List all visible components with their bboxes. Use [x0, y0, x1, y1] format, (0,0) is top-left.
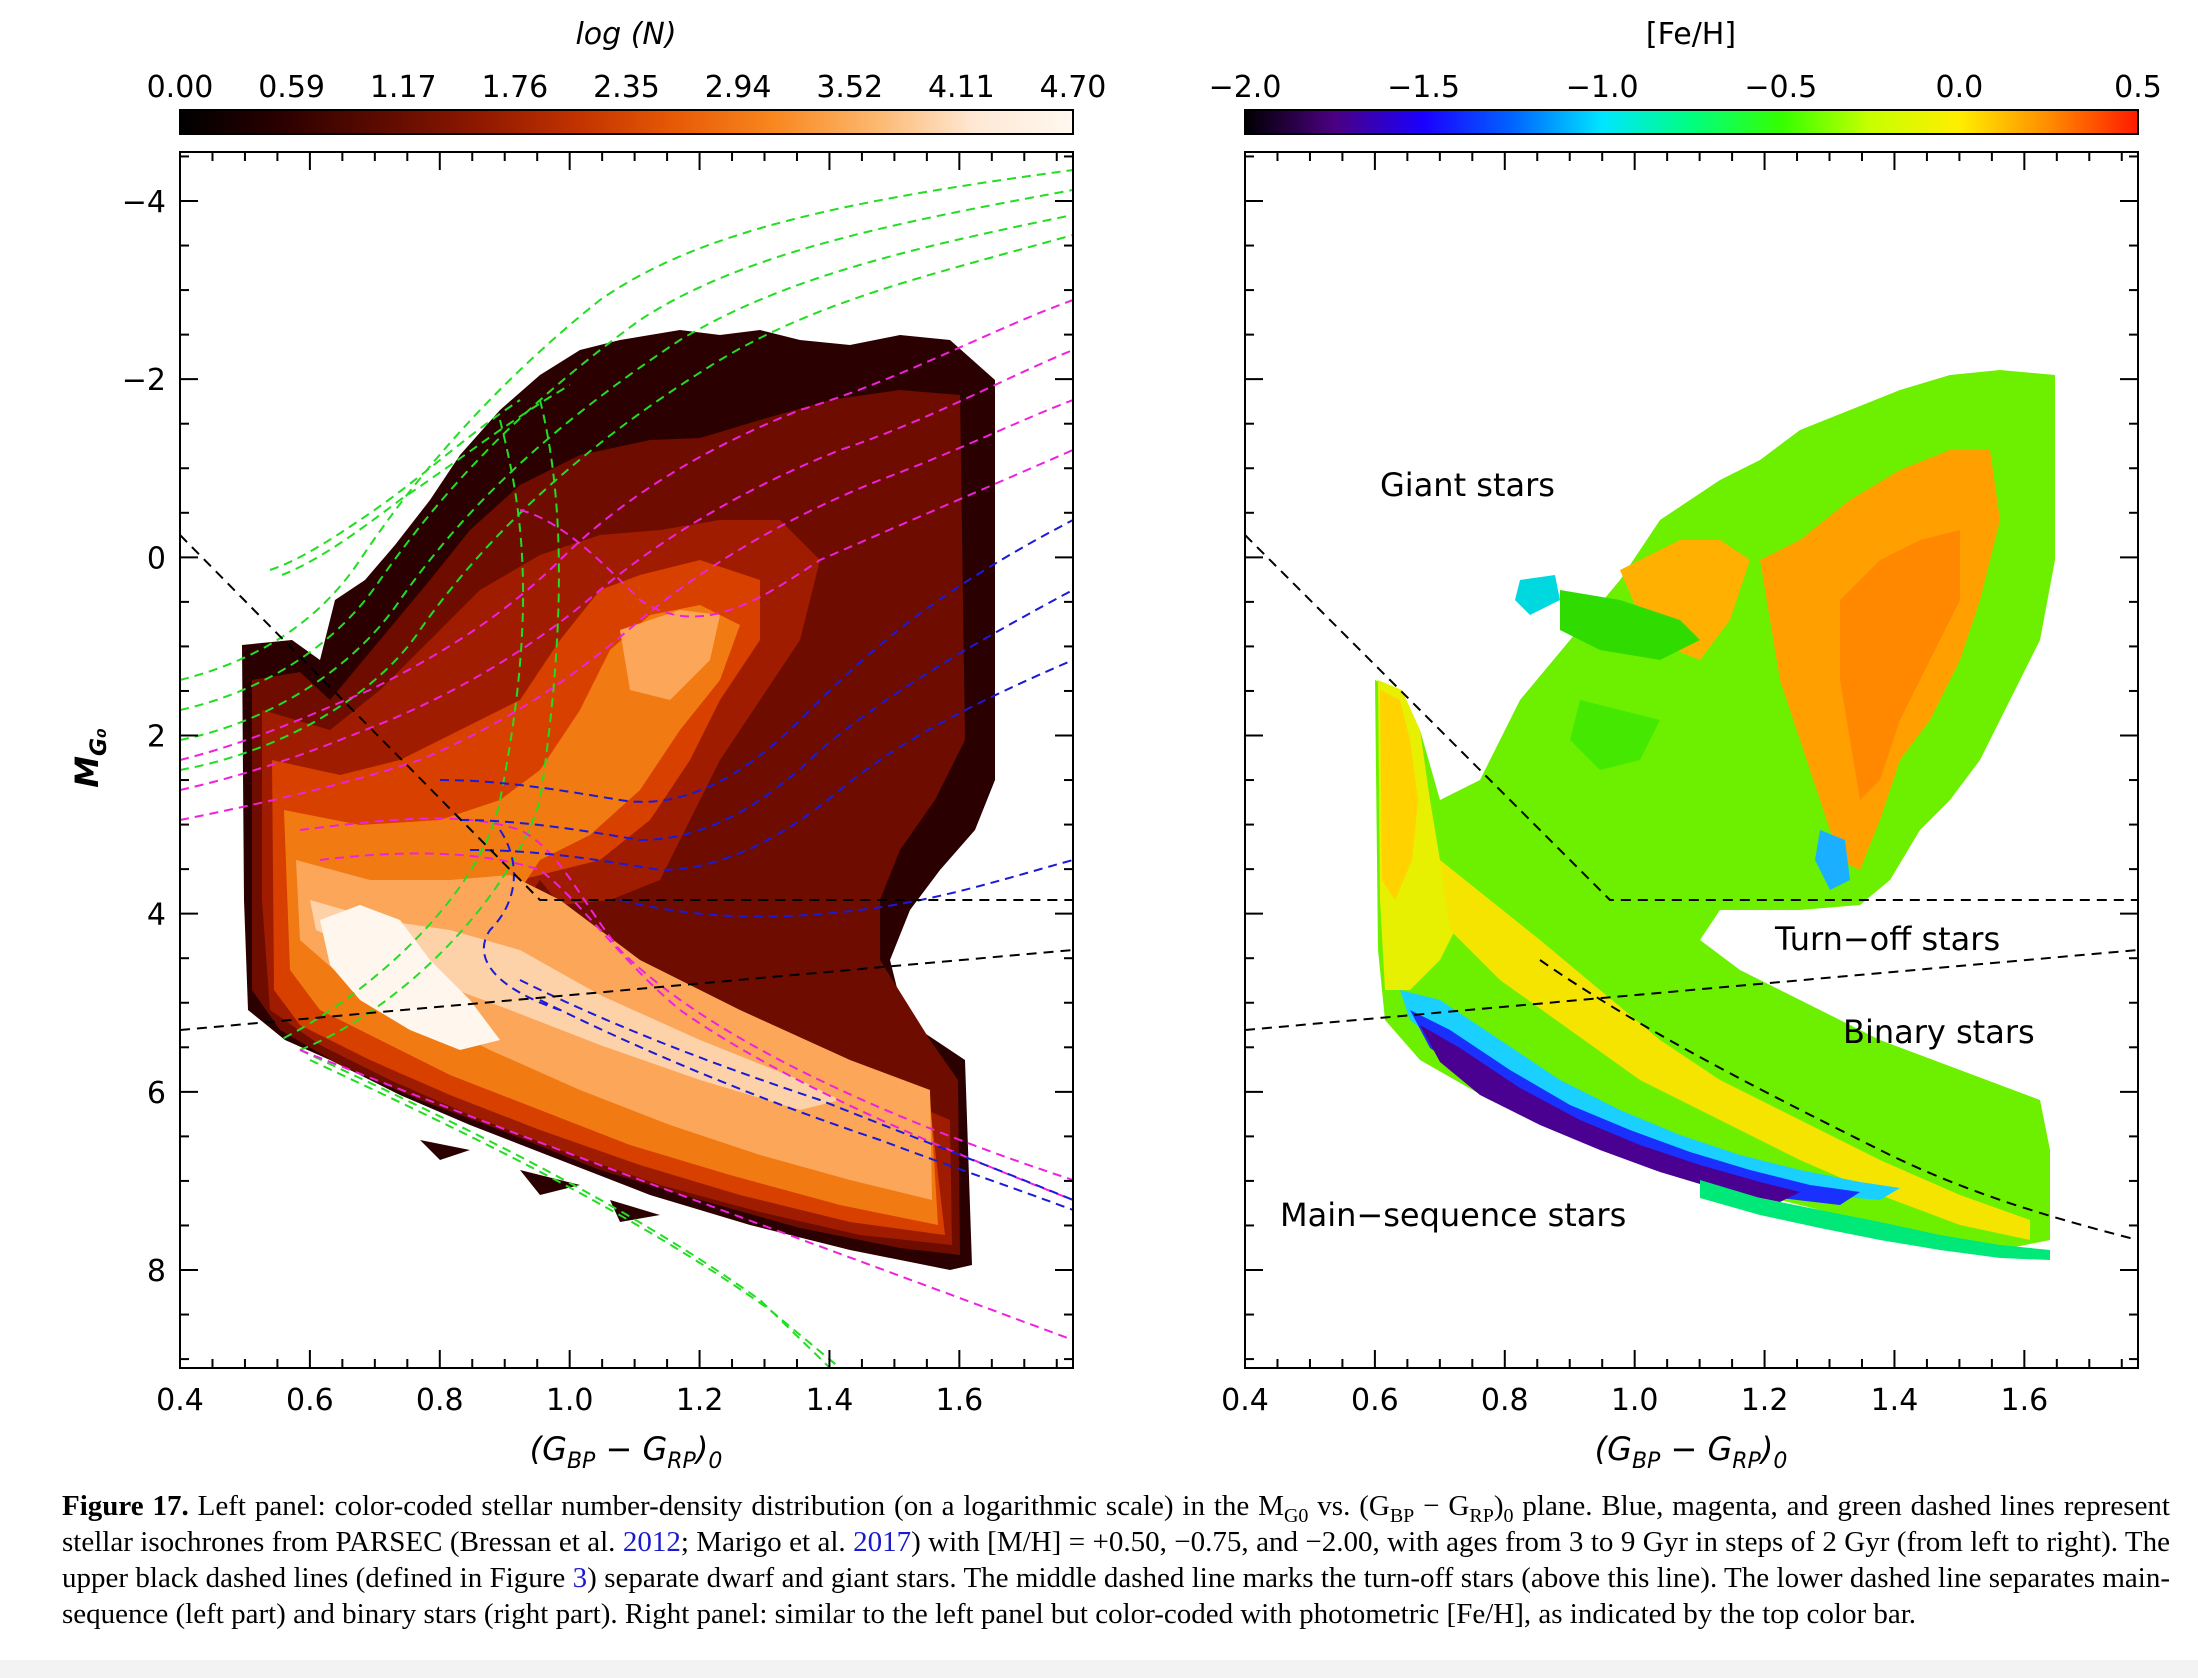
left-plot-frame: [179, 151, 1074, 1369]
left-y-axis-label: MG₀: [68, 728, 112, 788]
left-y-tick-label: 4: [147, 898, 166, 933]
left-x-axis-label: (GBP − GRP)0: [530, 1430, 723, 1470]
left-density-map: [242, 330, 995, 1270]
right-colorbar: [1244, 109, 2139, 135]
left-colorbar-tick-label: 1.17: [370, 70, 437, 105]
giant-stars-label: Giant stars: [1380, 466, 1555, 504]
left-x-tick-label: 0.8: [416, 1383, 464, 1418]
left-colorbar-tick-label: 0.00: [147, 70, 214, 105]
left-axis-ticks: [179, 152, 1073, 1368]
caption-text: vs. (G: [1308, 1490, 1390, 1522]
right-axis-ticks: [1244, 152, 2138, 1368]
figure-3-link[interactable]: 3: [572, 1562, 588, 1594]
caption-text: − G: [1414, 1490, 1470, 1522]
caption-sub: 0: [1503, 1504, 1514, 1527]
left-colorbar-tick-label: 1.76: [481, 70, 548, 105]
citation-link-marigo-2017[interactable]: 2017: [853, 1526, 912, 1558]
left-colorbar-tick-label: 2.94: [705, 70, 772, 105]
left-colorbar-tick-label: 4.11: [928, 70, 995, 105]
left-colorbar-tick-label: 4.70: [1040, 70, 1107, 105]
left-colorbar: [179, 109, 1074, 135]
right-colorbar-tick-labels: −2.0 −1.5 −1.0 −0.5 0.0 0.5: [1209, 70, 2162, 105]
right-colorbar-tick-label: 0.5: [2114, 70, 2162, 105]
caption-sub: G0: [1283, 1504, 1309, 1527]
figure-17: log (N) 0.00 0.59 1.17 1.76 2.35 2.94 3.52 4.11…: [68, 17, 2162, 1470]
left-y-tick-label: 2: [147, 720, 166, 755]
right-x-tick-label: 1.0: [1611, 1383, 1659, 1418]
right-colorbar-tick-label: 0.0: [1936, 70, 1984, 105]
caption-text: ) with [M/H] = +0.50, −0.75, and −2.00, …: [62, 1526, 2170, 1594]
right-colorbar-title: [Fe/H]: [1646, 17, 1736, 52]
citation-link-bressan-2012[interactable]: 2012: [622, 1526, 681, 1558]
left-y-tick-label: 6: [147, 1076, 166, 1111]
right-colorbar-tick-label: −2.0: [1209, 70, 1282, 105]
right-plot-frame: [1244, 151, 2139, 1369]
left-y-tick-label: −4: [122, 185, 166, 220]
main-sequence-stars-label: Main−sequence stars: [1280, 1196, 1626, 1234]
left-colorbar-title: log (N): [575, 17, 676, 52]
right-metallicity-map: [1375, 370, 2055, 1260]
turnoff-stars-label: Turn−off stars: [1774, 920, 2000, 958]
left-colorbar-tick-label: 2.35: [593, 70, 660, 105]
right-x-axis-label: (GBP − GRP)0: [1595, 1430, 1788, 1470]
left-panel: log (N) 0.00 0.59 1.17 1.76 2.35 2.94 3.52 4.11…: [68, 17, 1106, 1470]
left-x-tick-label: 0.6: [286, 1383, 334, 1418]
left-separator-lines: [180, 534, 1073, 1031]
left-isochrones: [180, 169, 1073, 1368]
caption-text: ): [1493, 1490, 1504, 1522]
caption-text: ; Marigo et al.: [680, 1526, 854, 1558]
right-colorbar-tick-label: −0.5: [1744, 70, 1817, 105]
left-x-tick-label: 1.0: [546, 1383, 594, 1418]
left-x-tick-label: 0.4: [156, 1383, 204, 1418]
left-y-tick-label: −2: [122, 363, 166, 398]
left-colorbar-tick-labels: 0.00 0.59 1.17 1.76 2.35 2.94 3.52 4.11 4.70: [147, 70, 1107, 105]
right-colorbar-tick-label: −1.0: [1566, 70, 1639, 105]
left-y-tick-label: 0: [147, 541, 166, 576]
right-x-tick-label: 1.6: [2000, 1383, 2048, 1418]
right-x-tick-label: 1.4: [1871, 1383, 1919, 1418]
left-x-tick-label: 1.2: [676, 1383, 724, 1418]
right-x-tick-label: 1.2: [1741, 1383, 1789, 1418]
caption-sub: BP: [1389, 1504, 1415, 1527]
caption-text: plane. Blue, magenta, and green dashed l…: [62, 1490, 2170, 1558]
right-colorbar-tick-label: −1.5: [1387, 70, 1460, 105]
left-y-tick-label: 8: [147, 1254, 166, 1289]
binary-stars-label: Binary stars: [1843, 1013, 2035, 1051]
right-x-tick-label: 0.6: [1351, 1383, 1399, 1418]
page-footer-strip: [0, 1660, 2198, 1678]
right-panel: [Fe/H] −2.0 −1.5 −1.0 −0.5 0.0 0.5: [1209, 17, 2162, 1470]
left-colorbar-tick-label: 0.59: [258, 70, 325, 105]
caption-text: ) separate dwarf and giant stars. The mi…: [62, 1562, 2170, 1630]
right-x-tick-label: 0.4: [1221, 1383, 1269, 1418]
right-x-tick-labels: 0.4 0.6 0.8 1.0 1.2 1.4 1.6: [1221, 1383, 2048, 1418]
left-x-tick-labels: 0.4 0.6 0.8 1.0 1.2 1.4 1.6: [156, 1383, 983, 1418]
right-separator-lines: [1245, 534, 2138, 1241]
left-y-tick-labels: −4 −2 0 2 4 6 8: [122, 185, 166, 1289]
left-x-tick-label: 1.6: [935, 1383, 983, 1418]
left-colorbar-tick-label: 3.52: [816, 70, 883, 105]
right-x-tick-label: 0.8: [1481, 1383, 1529, 1418]
caption-text: Left panel: color-coded stellar number-d…: [188, 1490, 1284, 1522]
figure-caption: Figure 17. Left panel: color-coded stell…: [62, 1488, 2170, 1632]
caption-sub: RP: [1469, 1504, 1494, 1527]
caption-figure-label: Figure 17.: [62, 1490, 189, 1522]
left-x-tick-label: 1.4: [806, 1383, 854, 1418]
